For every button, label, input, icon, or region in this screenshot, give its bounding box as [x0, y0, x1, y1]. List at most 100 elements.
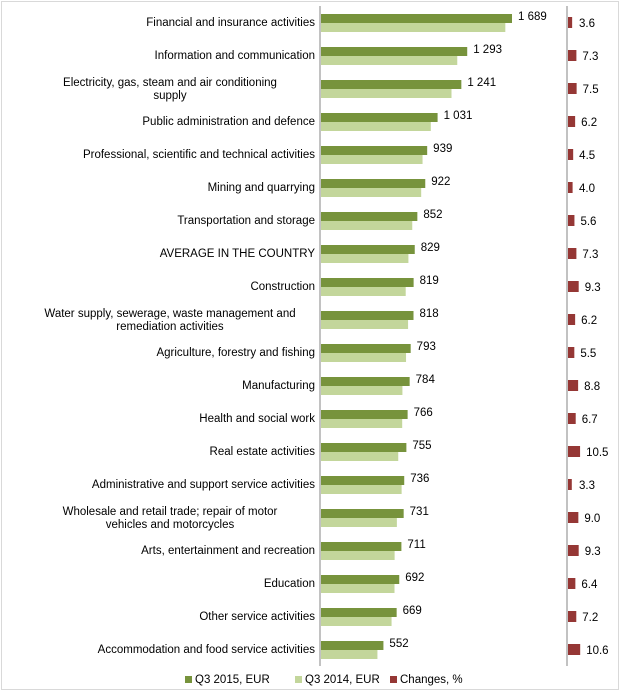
legend-label: Q3 2015, EUR: [195, 674, 270, 686]
bar-q3-2014: [321, 89, 452, 98]
data-label-change: 3.3: [579, 480, 595, 492]
data-label-change: 10.5: [586, 447, 608, 459]
bar-change: [568, 512, 579, 523]
category-label: Public administration and defence: [142, 116, 315, 128]
bar-change: [568, 314, 576, 325]
bar-q3-2014: [321, 485, 402, 494]
data-label-q3-2015: 784: [416, 374, 436, 386]
category-label: Mining and quarrying: [208, 182, 315, 194]
data-label-change: 7.2: [582, 612, 598, 624]
bar-q3-2015: [321, 113, 438, 122]
category-label: Arts, entertainment and recreation: [141, 545, 315, 557]
bar-change: [568, 644, 581, 655]
bar-q3-2015: [321, 476, 405, 485]
legend-swatch: [185, 676, 192, 683]
category-label: Real estate activities: [210, 446, 316, 458]
bar-q3-2014: [321, 386, 403, 395]
bar-q3-2014: [321, 617, 392, 626]
bar-q3-2015: [321, 575, 400, 584]
bar-q3-2014: [321, 23, 506, 32]
data-label-change: 6.7: [582, 414, 598, 426]
data-label-q3-2015: 736: [410, 473, 429, 485]
category-label: Other service activities: [199, 611, 315, 623]
category-label: Wholesale and retail trade; repair of mo…: [63, 506, 278, 531]
data-label-q3-2015: 755: [412, 440, 431, 452]
bar-q3-2014: [321, 56, 458, 65]
bar-change: [568, 50, 577, 61]
data-label-q3-2015: 939: [433, 143, 452, 155]
bar-q3-2014: [321, 584, 395, 593]
bar-change: [568, 281, 579, 292]
bar-q3-2015: [321, 344, 411, 353]
data-label-q3-2015: 1 689: [518, 11, 547, 23]
category-label: AVERAGE IN THE COUNTRY: [160, 248, 316, 260]
data-label-change: 5.6: [580, 216, 596, 228]
bar-q3-2015: [321, 14, 512, 23]
bar-q3-2014: [321, 188, 422, 197]
data-label-q3-2015: 819: [420, 275, 439, 287]
bar-change: [568, 347, 575, 358]
bar-q3-2014: [321, 551, 395, 560]
category-label: Agriculture, forestry and fishing: [156, 347, 315, 359]
bar-change: [568, 215, 575, 226]
data-label-change: 9.3: [585, 282, 601, 294]
data-label-q3-2015: 818: [420, 308, 439, 320]
data-label-change: 4.0: [579, 183, 595, 195]
bar-q3-2015: [321, 212, 418, 221]
bar-change: [568, 578, 576, 589]
data-label-change: 6.2: [581, 315, 597, 327]
category-label: Information and communication: [155, 50, 315, 62]
data-label-q3-2015: 922: [431, 176, 450, 188]
data-label-change: 6.4: [581, 579, 598, 591]
data-label-change: 10.6: [586, 645, 608, 657]
bar-q3-2014: [321, 353, 407, 362]
bar-q3-2015: [321, 311, 414, 320]
data-label-change: 7.5: [583, 84, 599, 96]
data-label-change: 8.8: [584, 381, 600, 393]
data-label-q3-2015: 692: [405, 572, 424, 584]
bar-q3-2014: [321, 122, 431, 131]
data-label-q3-2015: 793: [417, 341, 436, 353]
bar-q3-2015: [321, 509, 404, 518]
bar-q3-2014: [321, 650, 378, 659]
data-label-change: 4.5: [579, 150, 595, 162]
data-label-q3-2015: 766: [414, 407, 433, 419]
data-label-q3-2015: 669: [403, 605, 422, 617]
bar-q3-2015: [321, 641, 384, 650]
bar-change: [568, 116, 576, 127]
data-label-change: 3.6: [579, 18, 595, 30]
data-label-change: 9.3: [585, 546, 601, 558]
category-label: Transportation and storage: [177, 215, 315, 227]
bar-q3-2014: [321, 452, 399, 461]
bar-q3-2014: [321, 320, 409, 329]
category-label: Health and social work: [199, 413, 315, 425]
bar-change: [568, 83, 577, 94]
category-label: Financial and insurance activities: [146, 17, 315, 29]
data-label-q3-2015: 552: [389, 638, 408, 650]
category-label: Manufacturing: [242, 380, 315, 392]
legend-swatch: [390, 676, 397, 683]
category-label: Construction: [250, 281, 315, 293]
category-label: Accommodation and food service activitie…: [98, 644, 316, 656]
bar-q3-2015: [321, 245, 415, 254]
bar-q3-2014: [321, 287, 406, 296]
bar-change: [568, 479, 572, 490]
bar-change: [568, 17, 573, 28]
bar-q3-2015: [321, 278, 414, 287]
data-label-q3-2015: 711: [407, 539, 425, 551]
bar-q3-2015: [321, 443, 407, 452]
data-label-q3-2015: 1 241: [467, 77, 496, 89]
category-label: Electricity, gas, steam and air conditio…: [63, 77, 277, 102]
bar-q3-2015: [321, 377, 410, 386]
legend-label: Changes, %: [400, 674, 463, 686]
data-label-q3-2015: 829: [421, 242, 440, 254]
bar-q3-2015: [321, 410, 408, 419]
bar-change: [568, 248, 577, 259]
bar-q3-2014: [321, 155, 423, 164]
bar-change: [568, 380, 579, 391]
bar-q3-2015: [321, 179, 426, 188]
data-label-change: 9.0: [584, 513, 600, 525]
bar-q3-2015: [321, 80, 462, 89]
